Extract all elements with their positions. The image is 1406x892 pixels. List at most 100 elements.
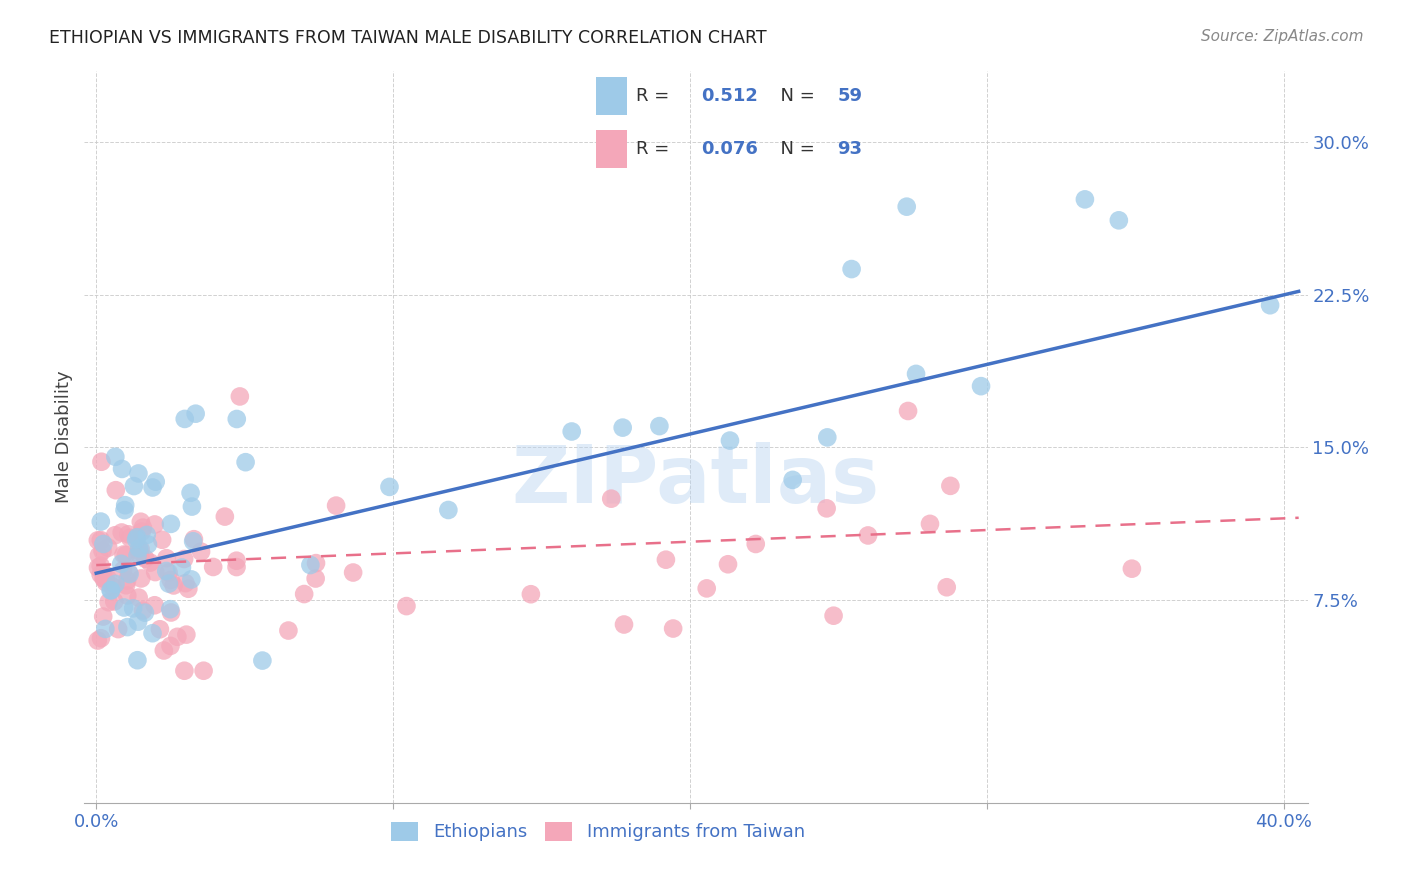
Point — [90, 567, 112, 582]
Point — [745, 537, 768, 551]
Point — [163, 578, 186, 592]
Point — [91, 609, 114, 624]
Point — [176, 627, 198, 641]
Text: 0.512: 0.512 — [702, 87, 758, 105]
Point — [139, 556, 162, 570]
Point — [157, 576, 180, 591]
Point — [122, 479, 145, 493]
Point — [117, 527, 139, 541]
Point — [114, 498, 136, 512]
Point — [225, 412, 247, 426]
Point — [143, 565, 166, 579]
Point — [600, 491, 623, 506]
Point — [299, 558, 322, 572]
Point — [155, 564, 177, 578]
Point — [117, 589, 139, 603]
Point — [117, 620, 139, 634]
Point — [181, 534, 204, 549]
Point — [815, 430, 838, 444]
Point — [166, 630, 188, 644]
Y-axis label: Male Disability: Male Disability — [55, 371, 73, 503]
Point — [112, 600, 135, 615]
Point — [87, 633, 110, 648]
Point — [129, 542, 152, 557]
Point — [129, 549, 152, 564]
Point — [150, 533, 173, 547]
Point — [87, 533, 110, 548]
Point — [159, 639, 181, 653]
Point — [97, 573, 120, 587]
Point — [717, 558, 740, 572]
Point — [325, 499, 347, 513]
Point — [520, 587, 543, 601]
Point — [91, 544, 114, 558]
Point — [90, 515, 112, 529]
Point — [107, 622, 129, 636]
Point — [225, 554, 247, 568]
Point — [97, 541, 120, 555]
Point — [155, 551, 177, 566]
Point — [173, 664, 195, 678]
Text: ETHIOPIAN VS IMMIGRANTS FROM TAIWAN MALE DISABILITY CORRELATION CHART: ETHIOPIAN VS IMMIGRANTS FROM TAIWAN MALE… — [49, 29, 766, 46]
Point — [90, 533, 112, 547]
Point — [437, 503, 460, 517]
Point — [134, 551, 156, 566]
Point — [114, 548, 136, 562]
Point — [153, 643, 176, 657]
Point — [305, 572, 328, 586]
Point — [125, 530, 148, 544]
Point — [115, 574, 138, 588]
Text: 0.076: 0.076 — [702, 140, 758, 158]
Point — [252, 654, 274, 668]
Point — [159, 573, 181, 587]
Point — [305, 556, 328, 570]
Text: R =: R = — [636, 140, 675, 158]
Point — [112, 563, 135, 577]
Point — [101, 579, 124, 593]
Point — [173, 412, 195, 426]
Point — [939, 479, 962, 493]
Point — [112, 548, 135, 562]
Point — [160, 516, 183, 531]
Point — [1258, 298, 1281, 312]
Point — [127, 549, 149, 563]
Point — [935, 580, 957, 594]
Point — [235, 455, 257, 469]
Point — [177, 582, 200, 596]
Point — [131, 524, 153, 539]
Point — [184, 407, 207, 421]
Point — [395, 599, 418, 613]
Point — [94, 575, 117, 590]
Point — [118, 567, 141, 582]
Point — [110, 557, 132, 571]
Point — [93, 537, 115, 551]
Point — [111, 462, 134, 476]
Text: N =: N = — [769, 87, 821, 105]
Point — [94, 568, 117, 582]
Text: Source: ZipAtlas.com: Source: ZipAtlas.com — [1201, 29, 1364, 44]
Point — [202, 560, 225, 574]
FancyBboxPatch shape — [596, 130, 627, 169]
Point — [905, 367, 928, 381]
Point — [696, 582, 718, 596]
Point — [129, 571, 152, 585]
Point — [180, 485, 202, 500]
Point — [896, 200, 918, 214]
Point — [125, 533, 148, 547]
Point — [1121, 562, 1143, 576]
Point — [174, 576, 197, 591]
Point — [815, 501, 838, 516]
Point — [122, 601, 145, 615]
Point — [141, 626, 163, 640]
Point — [132, 603, 155, 617]
Point — [655, 552, 678, 566]
Point — [118, 531, 141, 545]
Text: ZIPatlas: ZIPatlas — [512, 442, 880, 520]
Point — [104, 528, 127, 542]
Point — [134, 606, 156, 620]
Point — [100, 583, 122, 598]
Text: 93: 93 — [837, 140, 862, 158]
Point — [118, 566, 141, 580]
Point — [782, 473, 804, 487]
Point — [292, 587, 315, 601]
